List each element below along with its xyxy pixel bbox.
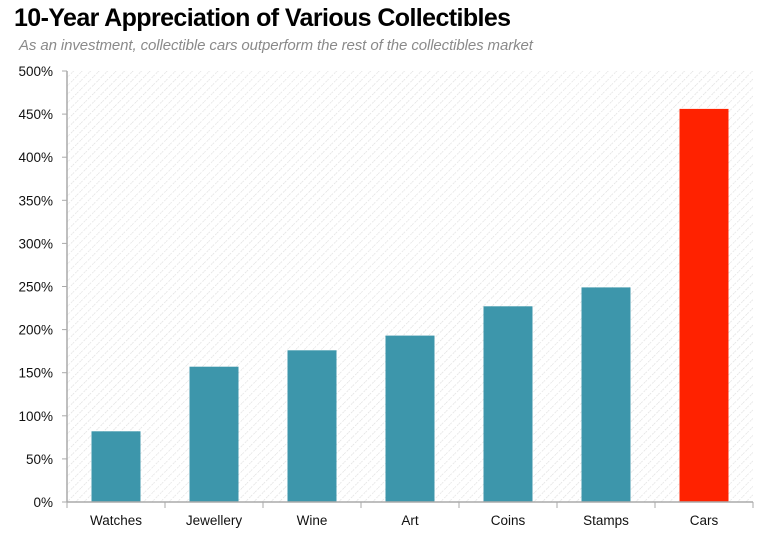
y-tick-label: 0% — [33, 495, 53, 510]
bar-wine — [287, 350, 337, 502]
x-tick-label: Coins — [491, 513, 526, 528]
x-tick-label: Art — [401, 513, 419, 528]
y-tick-label: 150% — [18, 366, 53, 381]
bar-stamps — [581, 287, 631, 502]
y-tick-label: 50% — [26, 452, 53, 467]
y-tick-label: 100% — [18, 409, 53, 424]
x-tick-label: Watches — [90, 513, 142, 528]
x-tick-label: Stamps — [583, 513, 629, 528]
bar-coins — [483, 306, 533, 502]
y-axis: 0% 50% 100% 150% 200% 250% 300% 350% 400% 450% 500… — [18, 64, 68, 510]
x-axis: Watches Jewellery Wine Art Coins Stamps Cars — [66, 501, 754, 528]
x-tick-label: Wine — [297, 513, 328, 528]
bar-watches — [91, 431, 141, 502]
y-tick-label: 400% — [18, 150, 53, 165]
y-tick-label: 300% — [18, 236, 53, 251]
x-tick-label: Jewellery — [186, 513, 243, 528]
chart-title: 10-Year Appreciation of Various Collecti… — [14, 4, 511, 32]
y-tick-label: 250% — [18, 280, 53, 295]
y-tick-label: 350% — [18, 193, 53, 208]
y-tick-label: 200% — [18, 323, 53, 338]
y-tick-label: 500% — [18, 64, 53, 79]
x-tick-label: Cars — [690, 513, 719, 528]
y-tick-label: 450% — [18, 107, 53, 122]
bars-group — [91, 108, 729, 503]
bar-jewellery — [189, 366, 239, 502]
bar-cars — [679, 108, 729, 503]
chart-subtitle: As an investment, collectible cars outpe… — [19, 37, 533, 54]
bar-art — [385, 335, 435, 502]
